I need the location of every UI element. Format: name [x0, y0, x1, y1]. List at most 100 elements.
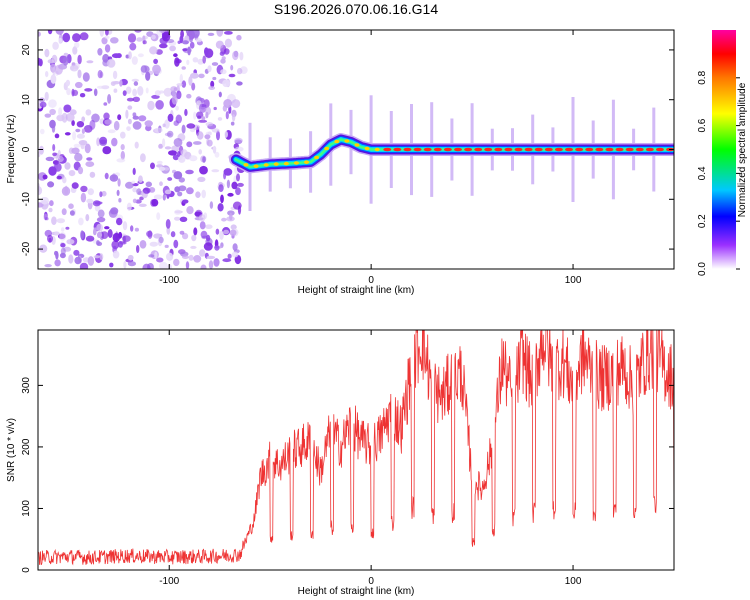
- figure-title: S196.2026.070.06.16.G14: [274, 1, 438, 17]
- noise-blob: [84, 88, 93, 92]
- noise-blob: [101, 37, 108, 45]
- noise-blob: [75, 128, 81, 133]
- noise-blob: [120, 131, 126, 139]
- noise-blob: [40, 128, 45, 135]
- noise-blob: [86, 60, 94, 64]
- track-hotspot: [324, 146, 330, 151]
- noise-blob: [71, 88, 75, 97]
- noise-blob: [201, 189, 206, 199]
- noise-blob: [204, 47, 209, 56]
- track-hotspot: [544, 147, 553, 152]
- noise-blob: [63, 104, 72, 113]
- noise-blob: [146, 230, 153, 237]
- snr-content: [38, 330, 674, 566]
- noise-blob: [64, 162, 71, 170]
- noise-blob: [179, 73, 183, 84]
- noise-blob: [219, 230, 224, 240]
- noise-blob: [231, 99, 241, 109]
- noise-blob: [196, 111, 204, 119]
- noise-blob: [216, 130, 220, 141]
- noise-blob: [38, 186, 43, 196]
- noise-blob: [211, 62, 219, 66]
- noise-blob: [186, 93, 192, 99]
- noise-blob: [165, 219, 171, 229]
- noise-blob: [189, 155, 198, 162]
- y-tick-label: -10: [21, 192, 32, 207]
- track-hotspot: [314, 155, 320, 160]
- noise-blob: [127, 105, 133, 110]
- noise-blob: [132, 88, 138, 97]
- noise-blob: [126, 126, 131, 131]
- x-tick-label: -100: [159, 275, 179, 286]
- noise-blob: [54, 259, 61, 267]
- track-hotspot: [304, 160, 309, 164]
- noise-blob: [164, 119, 170, 129]
- noise-blob: [195, 38, 202, 43]
- track-hotspot: [374, 147, 380, 152]
- noise-blob: [153, 58, 159, 64]
- noise-blob: [125, 109, 129, 119]
- noise-blob: [96, 85, 106, 89]
- noise-blob: [140, 65, 148, 73]
- noise-blob: [117, 114, 122, 121]
- y-tick-label: 100: [21, 500, 32, 517]
- noise-blob: [211, 169, 220, 173]
- noise-blob: [56, 175, 62, 180]
- noise-blob: [164, 189, 172, 195]
- noise-blob: [172, 94, 177, 99]
- noise-blob: [103, 112, 110, 120]
- noise-blob: [223, 48, 230, 55]
- noise-blob: [147, 100, 155, 111]
- track-hotspot: [403, 147, 412, 152]
- track-hotspot: [585, 147, 594, 152]
- noise-blob: [77, 69, 82, 79]
- noise-blob: [73, 249, 80, 256]
- noise-blob: [64, 185, 68, 195]
- noise-blob: [210, 80, 215, 88]
- track-hotspot: [334, 139, 340, 144]
- noise-blob: [219, 51, 225, 56]
- noise-blob: [181, 124, 186, 134]
- noise-blob: [186, 187, 194, 195]
- noise-blob: [177, 40, 181, 44]
- noise-blob: [52, 152, 57, 157]
- track-hotspot: [534, 147, 543, 152]
- noise-blob: [212, 145, 217, 154]
- noise-blob: [200, 230, 208, 239]
- noise-blob: [65, 226, 70, 230]
- noise-blob: [107, 94, 112, 104]
- noise-blob: [199, 249, 206, 257]
- noise-blob: [209, 201, 214, 209]
- colorbar-tick-label: 0.8: [697, 70, 708, 84]
- noise-blob: [38, 31, 41, 37]
- noise-blob: [223, 168, 233, 176]
- snr-axes: -100 0 100 0 100 200 300: [21, 330, 674, 587]
- noise-blob: [93, 227, 97, 234]
- noise-blob: [122, 235, 131, 242]
- colorbar-label: Normalized spectral amplitude: [737, 82, 748, 217]
- noise-blob: [170, 231, 176, 238]
- noise-blob: [71, 120, 75, 126]
- noise-blob: [64, 132, 71, 136]
- noise-blob: [104, 35, 110, 39]
- track-hotspot: [293, 161, 299, 165]
- noise-blob: [131, 180, 136, 184]
- noise-blob: [128, 51, 132, 60]
- colorbar-gradient: [712, 30, 736, 269]
- noise-blob: [206, 139, 213, 147]
- noise-blob: [44, 48, 50, 58]
- noise-blob: [102, 146, 112, 155]
- noise-blob: [104, 226, 110, 230]
- track-hotspot: [344, 139, 350, 143]
- noise-blob: [186, 123, 196, 129]
- noise-blob: [177, 191, 183, 197]
- noise-blob: [132, 121, 142, 130]
- x-tick-label: 100: [565, 576, 582, 587]
- noise-blob: [224, 38, 232, 48]
- noise-blob: [173, 53, 178, 58]
- noise-blob: [230, 64, 234, 71]
- noise-blob: [42, 174, 48, 180]
- noise-blob: [167, 177, 173, 181]
